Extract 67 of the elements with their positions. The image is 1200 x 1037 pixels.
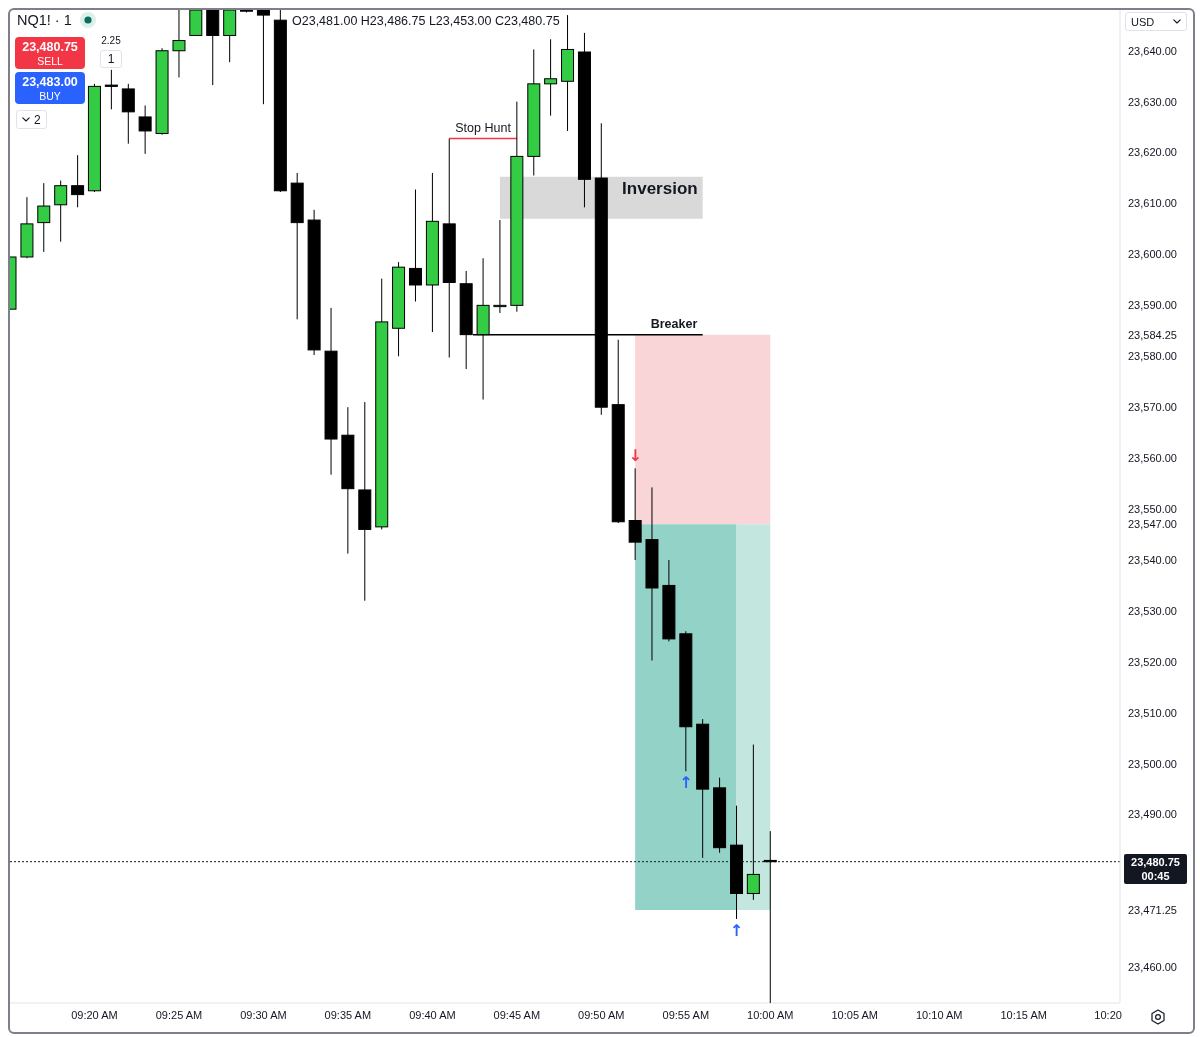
collapse-button: 2: [16, 110, 47, 129]
y-tick-label: 23,630.00: [1128, 95, 1177, 108]
candlestick: [408, 189, 422, 303]
candlestick: [54, 180, 68, 243]
candlestick: [138, 104, 152, 155]
candlestick: [746, 744, 760, 901]
x-tick-label: 09:35 AM: [324, 1008, 372, 1021]
candlestick: [37, 182, 51, 253]
x-tick-label: 09:45 AM: [493, 1008, 541, 1021]
annotation: Breaker: [650, 316, 698, 332]
candlestick: [71, 154, 85, 208]
x-tick-label: 09:40 AM: [409, 1008, 456, 1021]
y-tick-label: 23,471.25: [1128, 903, 1177, 916]
y-tick-label: 23,560.00: [1128, 452, 1177, 465]
y-tick-label: 23,510.00: [1128, 706, 1177, 719]
candlestick: [493, 219, 507, 314]
x-tick-label: 09:20 AM: [71, 1008, 118, 1021]
annotation: 2: [34, 112, 41, 127]
y-tick-label: 23,490.00: [1128, 808, 1177, 821]
annotation: SELL: [36, 54, 64, 67]
y-tick-label: 23,520.00: [1128, 655, 1177, 668]
buy-button: 23,483.00 BUY: [15, 72, 85, 104]
y-tick-label: 23,460.00: [1128, 961, 1177, 974]
y-tick-label: 23,610.00: [1128, 197, 1177, 210]
x-tick-label: 09:55 AM: [662, 1008, 710, 1021]
y-tick-label: 23,500.00: [1128, 757, 1177, 770]
x-tick-label: 10:10 AM: [916, 1008, 963, 1021]
candlestick: [104, 69, 118, 110]
x-tick-label: 10:15 AM: [1000, 1008, 1047, 1021]
annotation: ↓: [628, 446, 642, 466]
annotation: ↑: [729, 920, 744, 940]
candlestick: [544, 38, 558, 117]
candlestick: [628, 467, 642, 561]
x-tick-label: 10:20: [1094, 1008, 1122, 1021]
annotation: 23,483.00: [21, 74, 79, 90]
x-tick-label: 10:05 AM: [831, 1008, 878, 1021]
y-tick-label: 23,550.00: [1128, 502, 1177, 515]
y-tick-label: 23,640.00: [1128, 44, 1177, 57]
y-tick-label: 23,570.00: [1128, 401, 1177, 414]
y-tick-label: 23,590.00: [1128, 299, 1177, 312]
y-tick-label: 23,547.00: [1128, 518, 1177, 531]
x-tick-label: 09:30 AM: [240, 1008, 287, 1021]
x-tick-label: 10:00 AM: [747, 1008, 794, 1021]
y-tick-label: 23,584.25: [1128, 328, 1177, 341]
y-tick-label: 23,540.00: [1128, 553, 1177, 566]
candlestick: [121, 83, 135, 145]
annotation: BUY: [38, 89, 62, 102]
sell-button: 23,480.75 SELL: [15, 37, 85, 69]
quantity-field: 1: [100, 50, 122, 68]
candlestick: [256, 10, 270, 105]
y-tick-label: 23,600.00: [1128, 248, 1177, 261]
y-tick-label: 23,530.00: [1128, 604, 1177, 617]
annotation: Stop Hunt: [455, 120, 511, 136]
annotation: 2.25: [100, 35, 122, 47]
candlestick: [763, 830, 777, 1003]
annotation: ↑: [679, 773, 693, 793]
y-tick-label: 23,580.00: [1128, 350, 1177, 363]
annotation: 23,480.75: [21, 39, 79, 55]
annotation: Inversion: [622, 178, 698, 199]
currency-dropdown: USD: [1125, 12, 1187, 31]
chart-subtitle: O23,481.00 H23,486.75 L23,453.00 C23,480.75: [292, 14, 560, 28]
candlestick: [172, 10, 186, 78]
ref-line-label: 23,480.75 00:45: [1124, 854, 1187, 883]
x-tick-label: 09:50 AM: [578, 1008, 625, 1021]
x-tick-label: 09:25 AM: [155, 1008, 203, 1021]
chart-title: NQ1! · 1: [17, 12, 72, 28]
y-tick-label: 23,620.00: [1128, 146, 1177, 159]
